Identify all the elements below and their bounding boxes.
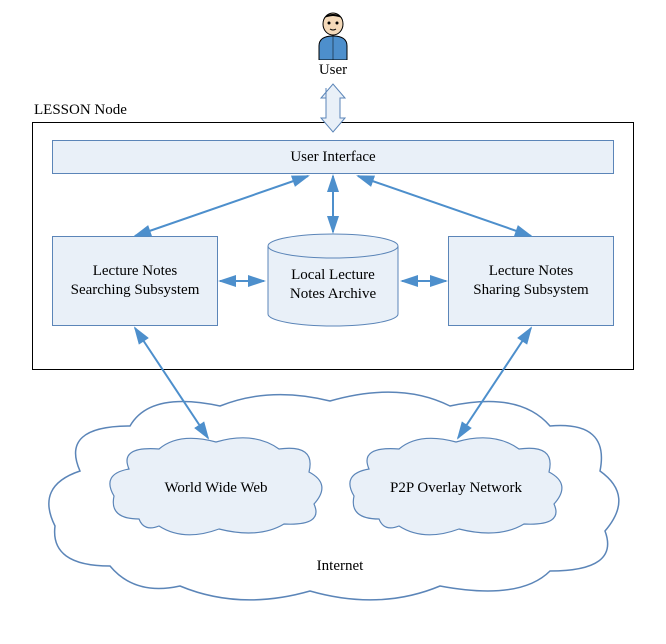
archive-label: Local Lecture Notes Archive xyxy=(290,266,376,305)
sharing-subsystem-label: Lecture Notes Sharing Subsystem xyxy=(473,262,588,301)
lesson-node-label: LESSON Node xyxy=(34,102,127,119)
internet-label: Internet xyxy=(300,558,380,575)
searching-subsystem-box: Lecture Notes Searching Subsystem xyxy=(52,236,218,326)
user-interface-label: User Interface xyxy=(290,149,375,166)
sharing-subsystem-box: Lecture Notes Sharing Subsystem xyxy=(448,236,614,326)
p2p-label: P2P Overlay Network xyxy=(390,480,522,496)
p2p-cloud: P2P Overlay Network xyxy=(344,434,568,540)
user-label: User xyxy=(308,62,358,79)
diagram-canvas: User LESSON Node User Interface Lecture … xyxy=(10,10,656,634)
www-cloud: World Wide Web xyxy=(104,434,328,540)
user-icon xyxy=(313,12,353,60)
archive-cylinder: Local Lecture Notes Archive xyxy=(266,232,400,328)
user-interface-box: User Interface xyxy=(52,140,614,174)
www-label: World Wide Web xyxy=(164,480,267,496)
searching-subsystem-label: Lecture Notes Searching Subsystem xyxy=(71,262,200,301)
